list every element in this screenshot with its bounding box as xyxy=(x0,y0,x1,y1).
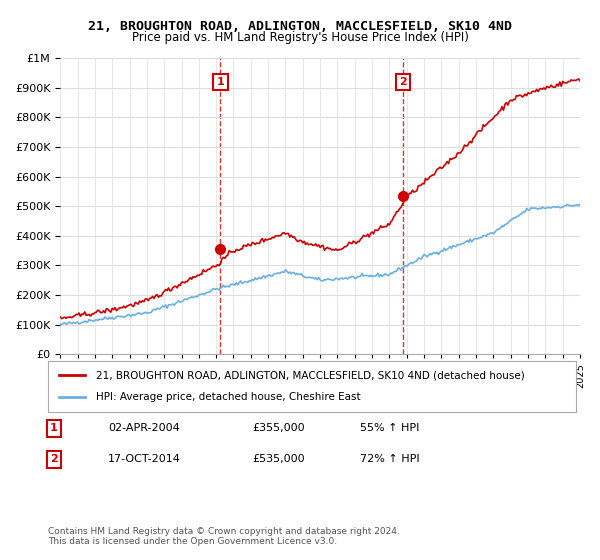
Text: HPI: Average price, detached house, Cheshire East: HPI: Average price, detached house, Ches… xyxy=(95,393,360,403)
Text: 17-OCT-2014: 17-OCT-2014 xyxy=(108,454,181,464)
Text: 02-APR-2004: 02-APR-2004 xyxy=(108,423,180,433)
Text: 2: 2 xyxy=(50,454,58,464)
Text: 72% ↑ HPI: 72% ↑ HPI xyxy=(360,454,419,464)
Text: 55% ↑ HPI: 55% ↑ HPI xyxy=(360,423,419,433)
Text: Contains HM Land Registry data © Crown copyright and database right 2024.
This d: Contains HM Land Registry data © Crown c… xyxy=(48,526,400,546)
Text: £535,000: £535,000 xyxy=(252,454,305,464)
Text: 2: 2 xyxy=(399,77,407,87)
Text: Price paid vs. HM Land Registry's House Price Index (HPI): Price paid vs. HM Land Registry's House … xyxy=(131,31,469,44)
Text: 21, BROUGHTON ROAD, ADLINGTON, MACCLESFIELD, SK10 4ND: 21, BROUGHTON ROAD, ADLINGTON, MACCLESFI… xyxy=(88,20,512,32)
Text: 1: 1 xyxy=(50,423,58,433)
Text: 21, BROUGHTON ROAD, ADLINGTON, MACCLESFIELD, SK10 4ND (detached house): 21, BROUGHTON ROAD, ADLINGTON, MACCLESFI… xyxy=(95,370,524,380)
Text: 1: 1 xyxy=(217,77,224,87)
Text: £355,000: £355,000 xyxy=(252,423,305,433)
